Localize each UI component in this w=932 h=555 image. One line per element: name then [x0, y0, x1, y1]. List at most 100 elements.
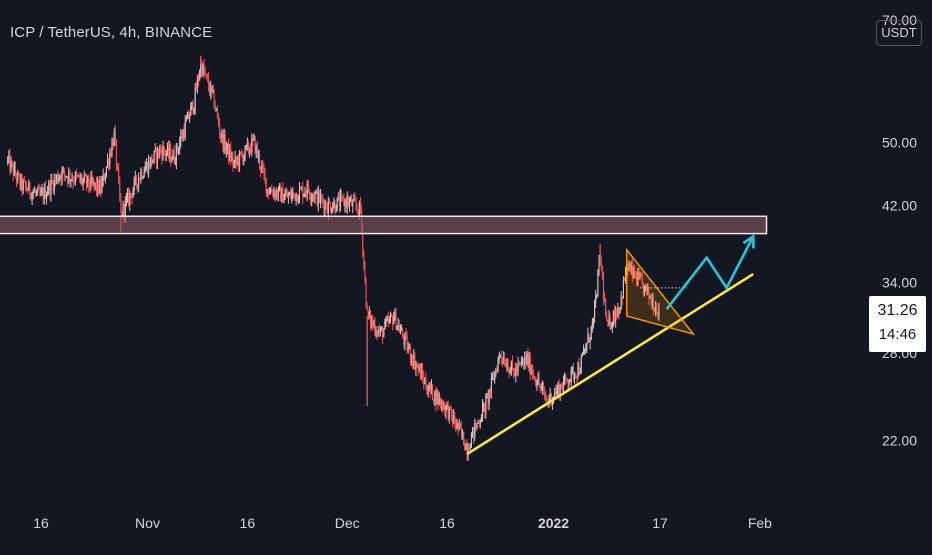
candle: [619, 307, 621, 314]
candle-body: [377, 330, 379, 335]
candle: [47, 185, 49, 197]
candle: [281, 187, 283, 203]
candle: [556, 384, 558, 397]
candle: [388, 315, 390, 325]
candle-body: [246, 142, 248, 146]
candle: [530, 364, 532, 375]
candle-body: [578, 364, 580, 374]
candle-body: [585, 349, 587, 351]
candle-body: [23, 180, 25, 182]
candle-body: [281, 188, 283, 201]
candle: [529, 351, 531, 381]
candle-body: [51, 179, 53, 183]
candle: [511, 355, 514, 371]
candle-body: [515, 367, 517, 377]
candle: [383, 327, 385, 338]
candle: [592, 317, 595, 329]
candle-body: [592, 317, 595, 323]
candle-body: [9, 155, 11, 171]
candle-body: [176, 144, 179, 150]
candle-body: [18, 172, 20, 176]
candle-body: [324, 202, 326, 211]
candle-body: [540, 387, 542, 389]
candle-body: [485, 397, 487, 413]
candle-body: [146, 162, 149, 174]
candle: [193, 107, 195, 115]
candle: [135, 174, 137, 190]
candle: [149, 157, 151, 169]
candle-body: [622, 280, 624, 299]
candle-body: [212, 90, 214, 92]
candle: [176, 142, 179, 154]
candle-body: [31, 193, 33, 200]
candle-body: [107, 159, 109, 167]
candle: [308, 188, 311, 200]
candle-body: [170, 148, 172, 162]
candle-body: [63, 168, 65, 175]
candle-body: [304, 193, 306, 195]
candle-body: [335, 210, 337, 212]
candle-body: [496, 369, 498, 372]
candle-body: [17, 172, 19, 181]
candle: [318, 189, 321, 204]
candle-body: [179, 142, 181, 150]
candle: [339, 188, 342, 212]
candle-body: [234, 157, 236, 163]
candle: [290, 186, 292, 200]
candle: [351, 194, 353, 207]
candle: [16, 172, 18, 188]
candle-body: [458, 423, 460, 430]
candle: [650, 292, 652, 308]
candle-body: [150, 156, 152, 168]
candle-body: [395, 311, 397, 330]
candle-body: [474, 423, 476, 438]
candle-body: [616, 313, 618, 317]
candle-body: [274, 191, 276, 198]
candle: [585, 343, 587, 354]
candle: [561, 382, 563, 393]
candle: [398, 319, 400, 333]
candle: [156, 146, 159, 170]
candle-body: [469, 447, 471, 450]
currency-button[interactable]: USDT: [876, 20, 922, 46]
candle-body: [658, 304, 660, 317]
candle: [26, 181, 28, 192]
candle-body: [178, 149, 180, 151]
candle-body: [120, 198, 122, 212]
candle-body: [551, 398, 553, 405]
candle-body: [41, 191, 43, 193]
candle-body: [652, 299, 654, 310]
candle: [122, 200, 124, 219]
candle: [247, 140, 250, 155]
candle: [317, 185, 319, 212]
candle-body: [537, 377, 539, 385]
candle: [607, 319, 609, 328]
candle-body: [419, 366, 421, 379]
candle: [428, 381, 430, 392]
candle-body: [223, 134, 225, 149]
candle: [150, 156, 152, 170]
candle-body: [256, 145, 258, 157]
candle-body: [468, 449, 470, 451]
candle-body: [84, 175, 86, 177]
candle-body: [47, 192, 49, 195]
candle: [442, 399, 444, 413]
candle: [172, 149, 174, 160]
candle-body: [610, 327, 612, 329]
candle: [338, 189, 340, 213]
candle-body: [631, 264, 633, 277]
candle-body: [64, 174, 66, 178]
candle-body: [369, 312, 372, 325]
candle: [486, 392, 488, 399]
candle: [58, 173, 60, 185]
candle: [189, 112, 191, 124]
candle: [506, 357, 508, 372]
candle: [204, 66, 206, 76]
candle-body: [296, 193, 298, 202]
candle: [278, 183, 281, 192]
candle: [562, 375, 565, 393]
candle: [396, 325, 398, 331]
candle: [372, 314, 374, 331]
